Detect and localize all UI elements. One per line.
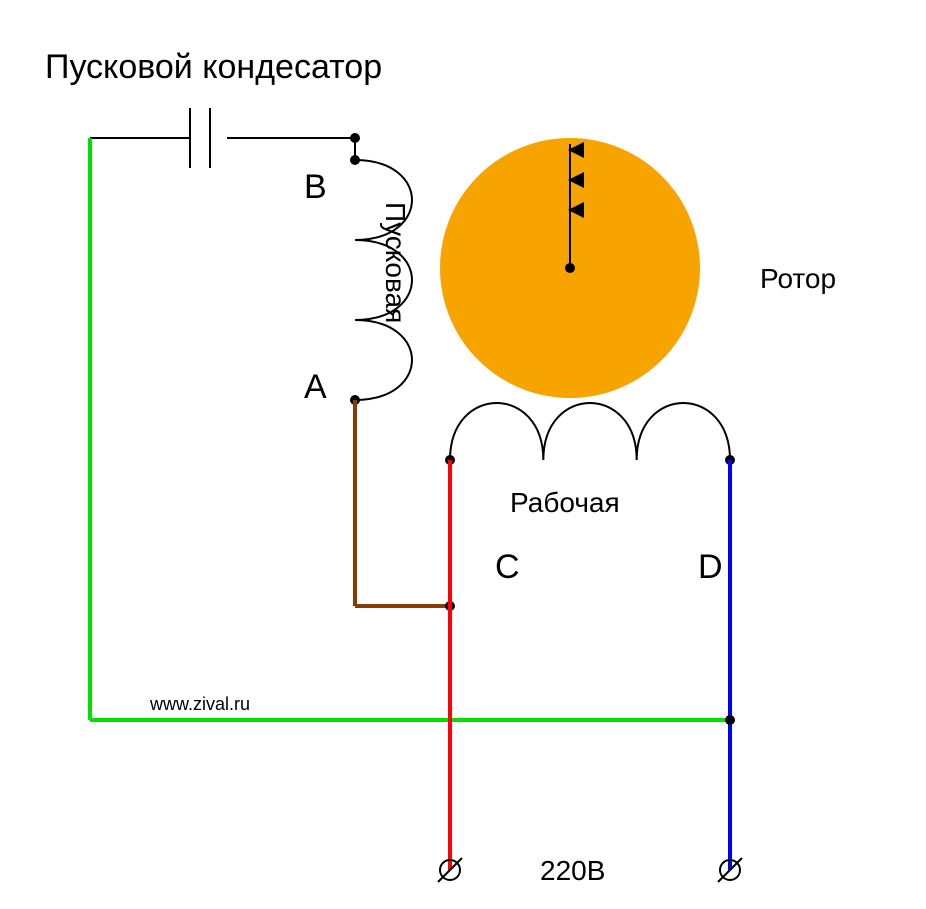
node-b-label: B xyxy=(304,168,327,206)
node-top-dot xyxy=(350,133,360,143)
url-label: www.zival.ru xyxy=(149,694,250,714)
node-a-label: A xyxy=(304,368,327,406)
title-label: Пусковой кондесатор xyxy=(45,48,382,86)
node-d-label: D xyxy=(698,548,723,586)
rotor-center-dot xyxy=(565,263,575,273)
rotor-label: Ротор xyxy=(760,263,836,294)
work-winding-label: Рабочая xyxy=(510,487,620,518)
start-winding-label: Пусковая xyxy=(380,202,411,323)
node-green-blue-dot xyxy=(725,715,735,725)
work-winding-coil xyxy=(450,403,730,460)
node-c-label: C xyxy=(495,548,520,586)
voltage-label: 220В xyxy=(540,855,605,886)
